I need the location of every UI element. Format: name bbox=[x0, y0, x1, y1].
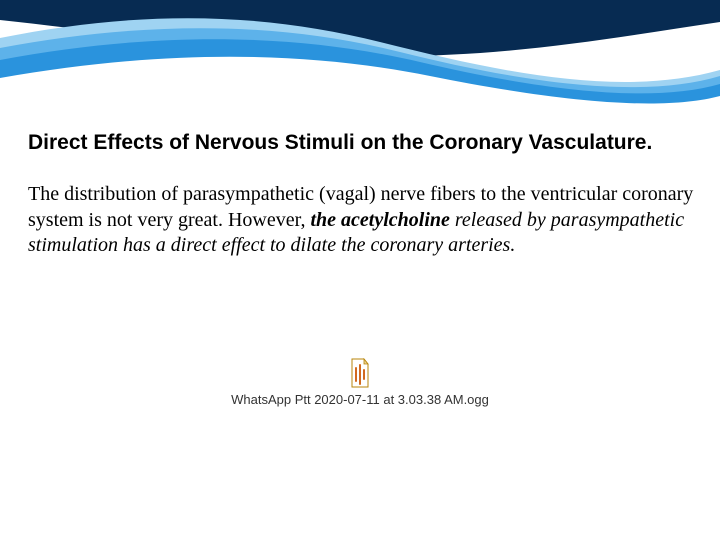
slide-body: The distribution of parasympathetic (vag… bbox=[0, 160, 720, 259]
attachment-inner[interactable]: WhatsApp Ptt 2020-07-11 at 3.03.38 AM.og… bbox=[231, 358, 489, 407]
decorative-wave-header bbox=[0, 0, 720, 110]
attachment-caption: WhatsApp Ptt 2020-07-11 at 3.03.38 AM.og… bbox=[231, 392, 489, 407]
audio-file-icon bbox=[350, 358, 370, 388]
attachment-block: WhatsApp Ptt 2020-07-11 at 3.03.38 AM.og… bbox=[0, 358, 720, 407]
slide-title: Direct Effects of Nervous Stimuli on the… bbox=[0, 110, 720, 160]
wave-svg bbox=[0, 0, 720, 110]
body-part-2: the acetylcholine bbox=[310, 209, 449, 231]
